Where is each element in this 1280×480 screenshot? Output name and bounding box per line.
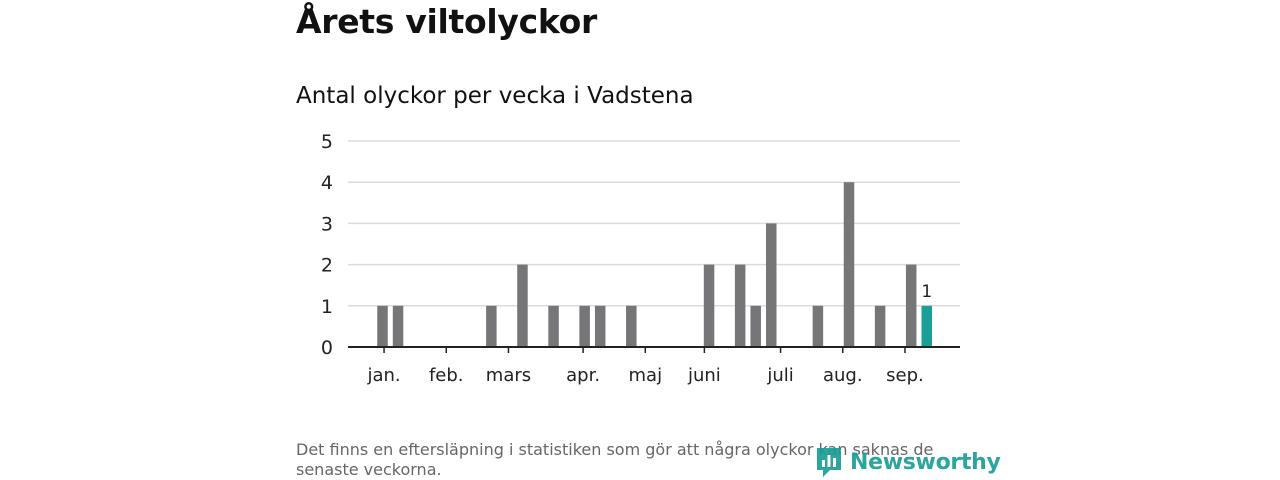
bar [874,305,886,347]
bar [626,305,637,347]
y-tick-label: 4 [321,172,333,194]
x-tick-label: aug. [823,365,863,386]
bar [517,264,528,347]
y-tick-label: 3 [321,213,333,235]
footnote: Det finns en eftersläpning i statistiken… [296,440,934,479]
bar [594,305,606,347]
newsworthy-logo-icon [817,448,841,477]
page-title: Årets viltolyckor [296,2,597,41]
bar [392,305,404,347]
data-label: 1 [921,282,932,302]
bar [579,305,590,347]
brand-name: Newsworthy [850,449,1001,475]
y-tick-label: 2 [321,255,333,277]
bar [486,305,497,347]
bar [766,223,777,347]
x-tick-label: maj [629,365,663,386]
x-tick-label: apr. [566,365,600,386]
bar [843,182,855,347]
y-tick-label: 1 [321,296,333,318]
bar [750,305,761,347]
bar [734,264,746,347]
y-tick-label: 5 [321,131,333,153]
x-tick-label: juli [766,365,793,386]
bar [812,305,824,347]
x-tick-label: sep. [886,365,924,386]
y-tick-label: 0 [321,337,333,359]
bar [548,305,559,347]
bar-highlight [921,305,932,347]
brand-logo: Newsworthy [814,444,1001,480]
bar [703,264,715,347]
x-tick-label: jan. [366,365,400,386]
bar [905,264,917,347]
bar [377,305,388,347]
x-tick-label: juni [687,365,721,386]
chart-title: Antal olyckor per vecka i Vadstena [296,83,694,109]
x-tick-label: mars [486,365,531,386]
x-tick-label: feb. [429,365,464,386]
